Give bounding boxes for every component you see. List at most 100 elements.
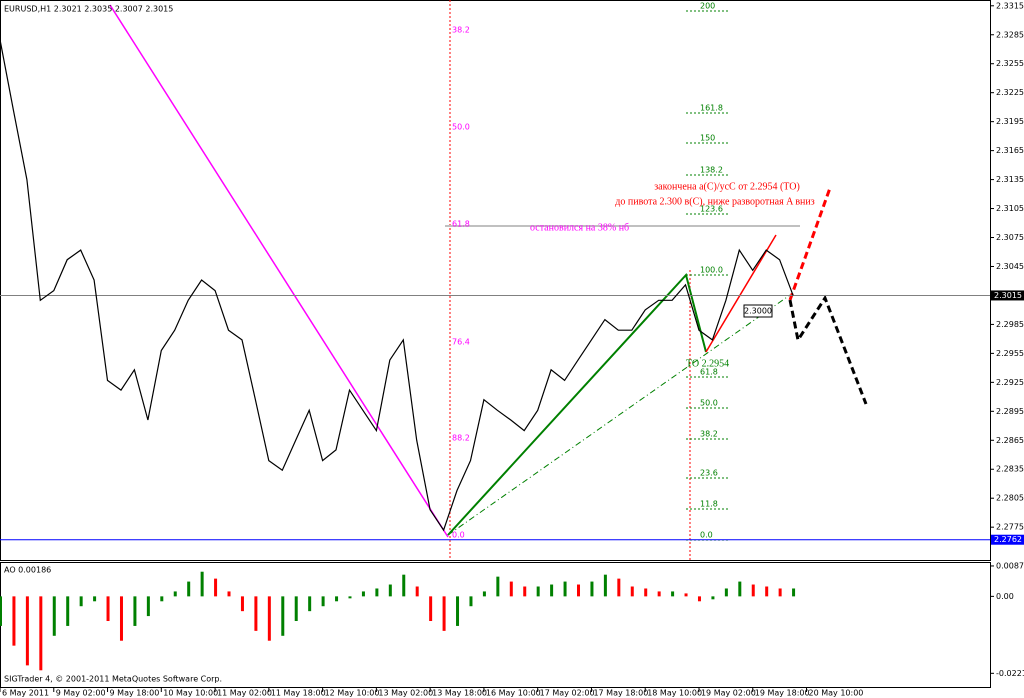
x-tick-label: 11 May 02:00: [217, 689, 272, 698]
trend-line: [109, 4, 449, 538]
fib-label: 76.4: [452, 338, 470, 347]
y-tick-label: 0.00: [996, 592, 1014, 601]
fib-label: 61.8: [700, 368, 718, 377]
y-tick-label: 2.3195: [996, 117, 1024, 126]
ao-bar: [79, 596, 83, 607]
ao-bar: [348, 596, 352, 599]
ao-bar: [778, 588, 782, 597]
fib-label: 50.0: [700, 399, 718, 408]
annotation: остановился на 38% нб: [530, 222, 629, 233]
ao-bar: [200, 571, 204, 597]
ao-bar: [509, 581, 513, 597]
ao-bar: [482, 591, 486, 597]
forecast-line: [788, 187, 832, 301]
ao-bar: [442, 596, 446, 631]
y-tick-label: 0.00876: [996, 561, 1024, 570]
ao-bar: [644, 588, 648, 597]
ao-bar: [106, 596, 110, 622]
ao-bar: [792, 588, 796, 597]
x-tick-label: 19 May 02:00: [701, 689, 756, 698]
fib-label: 38.2: [700, 430, 718, 439]
x-tick-label: 17 May 18:00: [593, 689, 648, 698]
price-tag: [991, 534, 1024, 545]
ao-bar: [240, 596, 244, 612]
y-tick-label: 2.3225: [996, 88, 1024, 97]
ao-bar: [724, 588, 728, 597]
fib-label: 0.0: [452, 531, 465, 540]
x-tick-label: 6 May 2011: [2, 689, 49, 698]
ao-bar: [523, 586, 527, 597]
y-tick-label: 2.2805: [996, 494, 1024, 503]
ao-bar: [52, 596, 56, 636]
ao-bar: [415, 586, 419, 597]
ao-bar: [0, 596, 2, 626]
y-tick-label: 2.3105: [996, 204, 1024, 213]
ao-bar: [603, 574, 607, 597]
ao-bar: [617, 578, 621, 597]
ao-bar: [214, 578, 218, 597]
y-tick-label: 2.2865: [996, 436, 1024, 445]
ao-bar: [66, 596, 70, 626]
x-tick-label: 10 May 10:00: [163, 689, 218, 698]
y-tick-label: -0.02217: [996, 669, 1024, 678]
fib-label: 38.2: [452, 26, 470, 35]
ao-bar: [590, 581, 594, 597]
ao-bar: [227, 591, 231, 597]
ao-bar: [146, 596, 150, 617]
x-tick-label: 19 May 18:00: [755, 689, 810, 698]
x-tick-label: 13 May 02:00: [378, 689, 433, 698]
fib-levels: [686, 10, 730, 541]
ao-bar: [119, 596, 123, 641]
ao-bar: [765, 586, 769, 597]
fib-label: 100.0: [700, 266, 723, 275]
ao-bar: [173, 591, 177, 597]
price-tag: [991, 290, 1024, 301]
ao-bar: [429, 596, 433, 622]
wave-line: [705, 234, 777, 353]
fib-label: 88.2: [452, 434, 470, 443]
ao-bar: [254, 596, 258, 631]
fib-label: 150: [700, 134, 715, 143]
ao-bar: [335, 596, 339, 602]
fib-label: 138.2: [700, 166, 723, 175]
x-tick-label: 12 May 10:00: [325, 689, 380, 698]
fib-label: 0.0: [700, 531, 713, 540]
ao-bar: [308, 596, 312, 612]
x-tick-label: 13 May 18:00: [432, 689, 487, 698]
ao-bar: [361, 591, 365, 597]
fib-label: 200: [700, 2, 715, 11]
ao-bar: [671, 591, 675, 597]
ao-bar: [281, 596, 285, 636]
ao-bar: [496, 576, 500, 597]
channel-line: [447, 294, 791, 536]
ao-bar: [375, 588, 379, 597]
y-tick-label: 2.2925: [996, 378, 1024, 387]
ao-bar: [536, 586, 540, 597]
ao-bar: [469, 596, 473, 607]
ao-bar: [93, 596, 97, 602]
ao-bar: [697, 596, 701, 602]
x-tick-label: 9 May 18:00: [110, 689, 160, 698]
y-tick-label: 2.2985: [996, 320, 1024, 329]
annotation: 2.3000: [744, 307, 772, 316]
x-tick-label: 20 May 10:00: [809, 689, 864, 698]
ao-bar: [25, 596, 29, 666]
x-tick-label: 16 May 10:00: [486, 689, 541, 698]
ao-bar: [402, 574, 406, 597]
fib-label: 50.0: [452, 123, 470, 132]
footer: SIGTrader 4, © 2001-2011 MetaQuotes Soft…: [4, 675, 222, 684]
y-tick-label: 2.3315: [996, 1, 1024, 10]
ao-bar: [388, 584, 392, 597]
ao-title: AO 0.00186: [4, 566, 51, 575]
x-tick-label: 9 May 02:00: [56, 689, 106, 698]
ao-bar: [160, 596, 164, 602]
y-tick-label: 2.2775: [996, 523, 1024, 532]
annotation: закончена a(C)/усC от 2.2954 (TO): [654, 181, 800, 192]
y-tick-label: 2.3135: [996, 175, 1024, 184]
ao-bar: [550, 584, 554, 597]
chart-title: EURUSD,H1 2.3021 2.3035 2.3007 2.3015: [4, 5, 173, 14]
annotation: до пивота 2.300 в(C), ниже разворотная A…: [615, 196, 814, 207]
ao-bar: [577, 584, 581, 597]
fib-label: 123.6: [700, 205, 723, 214]
